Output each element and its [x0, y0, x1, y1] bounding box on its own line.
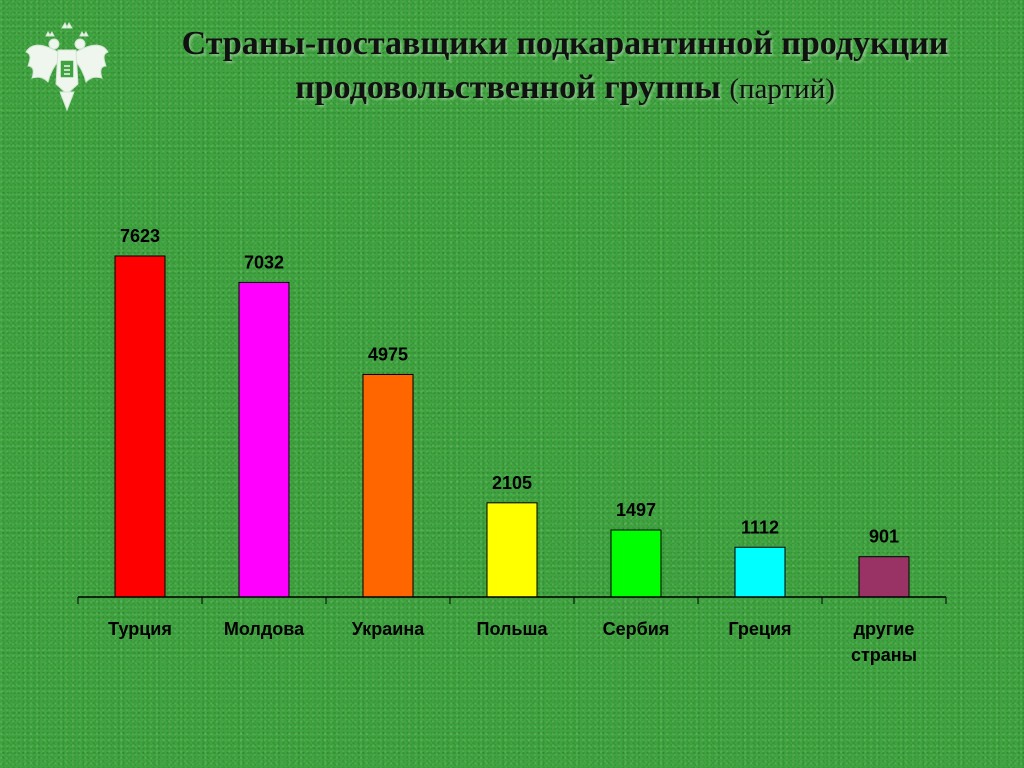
x-tick-label: Украина: [352, 619, 425, 639]
bar-value-label: 2105: [492, 473, 532, 493]
bars-group: [114, 255, 910, 598]
bar: [362, 373, 414, 598]
x-tick-label: Молдова: [224, 619, 305, 639]
x-tick-label: другие страны: [851, 619, 917, 665]
x-tick-label: Сербия: [603, 619, 670, 639]
bar-value-label: 1497: [616, 500, 656, 520]
x-tick-label-line: Турция: [108, 619, 172, 639]
x-tick-label: Польша: [477, 619, 549, 639]
value-labels-group: 7623 7032 4975 2105 1497 1112 901: [120, 226, 899, 547]
x-tick-label-line: Сербия: [603, 619, 670, 639]
x-axis-ticks: [77, 597, 947, 604]
bar-value-label: 1112: [741, 517, 779, 537]
x-tick-label-line: Молдова: [224, 619, 305, 639]
bar-value-label: 7623: [120, 226, 160, 246]
bar: [486, 502, 538, 598]
x-tick-label-line: Польша: [477, 619, 549, 639]
bar: [610, 529, 662, 598]
bar: [238, 281, 290, 598]
bar: [734, 546, 786, 598]
bar: [858, 556, 910, 598]
x-tick-label: Турция: [108, 619, 172, 639]
category-labels-group: Турция Молдова Украина Польша Сербия Греция др…: [108, 619, 917, 665]
x-tick-label: Греция: [728, 619, 791, 639]
bar-value-label: 4975: [368, 344, 408, 364]
x-tick-label-line: другие: [854, 619, 915, 639]
title-unit: (партий): [729, 73, 835, 105]
bar-value-label: 901: [869, 527, 899, 547]
bar-value-label: 7032: [244, 252, 284, 272]
slide-title: Страны-поставщики подкарантинной продукц…: [112, 22, 1018, 111]
title-line-2-text: продовольственной группы: [295, 69, 721, 106]
title-line-2: продовольственной группы (партий): [112, 66, 1018, 111]
double-headed-eagle-emblem-icon: [25, 22, 109, 112]
x-tick-label-line: Украина: [352, 619, 425, 639]
x-tick-label-line: страны: [851, 645, 917, 665]
x-tick-label-line: Греция: [728, 619, 791, 639]
title-line-1: Страны-поставщики подкарантинной продукц…: [181, 25, 949, 62]
bar: [114, 255, 166, 598]
